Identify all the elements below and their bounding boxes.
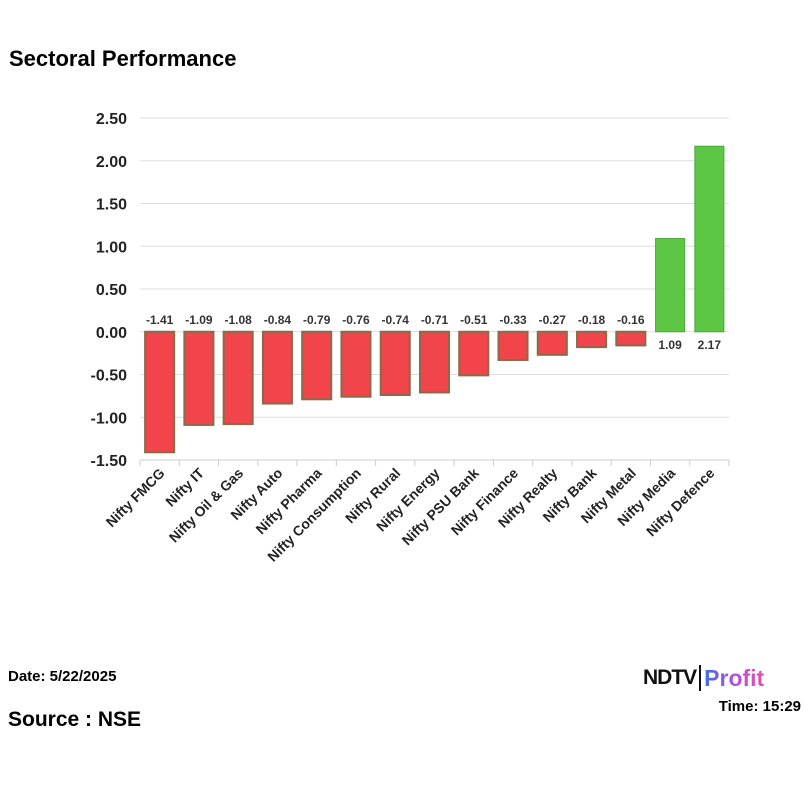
data-label: -0.33 bbox=[499, 313, 527, 327]
bar bbox=[144, 330, 176, 454]
bar bbox=[458, 330, 490, 377]
bar bbox=[497, 330, 529, 361]
chart-title: Sectoral Performance bbox=[9, 46, 237, 71]
data-label: -0.51 bbox=[460, 313, 488, 327]
data-label: -0.76 bbox=[342, 313, 370, 327]
bar bbox=[576, 330, 608, 349]
y-tick-label: -0.50 bbox=[91, 368, 128, 385]
bar bbox=[379, 330, 411, 397]
y-tick-label: 1.00 bbox=[96, 239, 127, 256]
bar bbox=[536, 330, 568, 356]
bar bbox=[222, 330, 254, 426]
source-label: Source : NSE bbox=[8, 708, 142, 731]
data-label: 1.09 bbox=[658, 338, 682, 352]
data-label: -0.18 bbox=[578, 313, 606, 327]
bar bbox=[694, 145, 725, 333]
time-label: Time: 15:29 bbox=[718, 698, 801, 715]
data-label: -0.74 bbox=[382, 313, 410, 327]
data-label: -0.16 bbox=[617, 313, 645, 327]
bar-chart: 2.50 2.00 1.50 1.00 0.50 0.00 -0.50 -1.00 -1.50 -… bbox=[91, 111, 730, 565]
y-tick-label: 2.00 bbox=[96, 154, 127, 171]
ndtv-profit-logo: NDTV Profit bbox=[643, 664, 765, 691]
data-label: -0.84 bbox=[264, 313, 292, 327]
bar bbox=[261, 330, 293, 405]
y-tick-label: 0.00 bbox=[96, 325, 127, 342]
data-label: -1.41 bbox=[146, 313, 174, 327]
data-label: -1.08 bbox=[224, 313, 252, 327]
y-tick-label: 1.50 bbox=[96, 197, 127, 214]
y-tick-label: -1.50 bbox=[91, 453, 128, 470]
bar bbox=[183, 330, 215, 426]
data-label: -0.27 bbox=[539, 313, 567, 327]
y-tick-label: -1.00 bbox=[91, 410, 128, 427]
y-tick-label: 2.50 bbox=[96, 111, 127, 128]
x-tick-label: Nifty Defence bbox=[643, 465, 718, 540]
bar bbox=[655, 238, 686, 333]
bar bbox=[301, 330, 333, 401]
data-label: 2.17 bbox=[698, 338, 722, 352]
y-tick-label: 0.50 bbox=[96, 282, 127, 299]
x-tick-label: Nifty FMCG bbox=[103, 465, 168, 530]
data-label: -1.09 bbox=[185, 313, 213, 327]
bar bbox=[615, 330, 647, 347]
date-label: Date: 5/22/2025 bbox=[8, 668, 117, 685]
data-label: -0.71 bbox=[421, 313, 449, 327]
bar bbox=[418, 330, 451, 394]
data-label: -0.79 bbox=[303, 313, 331, 327]
bar bbox=[340, 330, 372, 398]
